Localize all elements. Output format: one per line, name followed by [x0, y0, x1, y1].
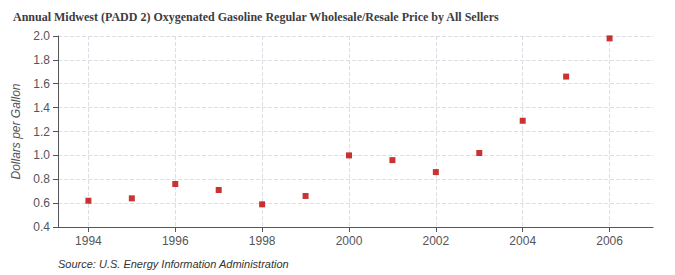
svg-text:0.8: 0.8	[33, 172, 50, 186]
svg-text:1.8: 1.8	[33, 53, 50, 67]
svg-text:1.6: 1.6	[33, 77, 50, 91]
svg-text:2004: 2004	[509, 234, 536, 248]
svg-text:0.6: 0.6	[33, 196, 50, 210]
svg-text:Annual Midwest (PADD 2) Oxygen: Annual Midwest (PADD 2) Oxygenated Gasol…	[13, 10, 499, 24]
svg-text:1.2: 1.2	[33, 125, 50, 139]
svg-text:2002: 2002	[422, 234, 449, 248]
svg-text:Dollars per Gallon: Dollars per Gallon	[9, 83, 23, 179]
svg-text:2006: 2006	[596, 234, 623, 248]
svg-text:1.4: 1.4	[33, 101, 50, 115]
svg-text:2000: 2000	[336, 234, 363, 248]
svg-text:Source: U.S. Energy Informatio: Source: U.S. Energy Information Administ…	[58, 258, 289, 270]
svg-text:0.4: 0.4	[33, 220, 50, 234]
svg-text:1.0: 1.0	[33, 148, 50, 162]
svg-text:1998: 1998	[249, 234, 276, 248]
svg-text:1994: 1994	[75, 234, 102, 248]
svg-text:1996: 1996	[162, 234, 189, 248]
svg-text:2.0: 2.0	[33, 29, 50, 43]
